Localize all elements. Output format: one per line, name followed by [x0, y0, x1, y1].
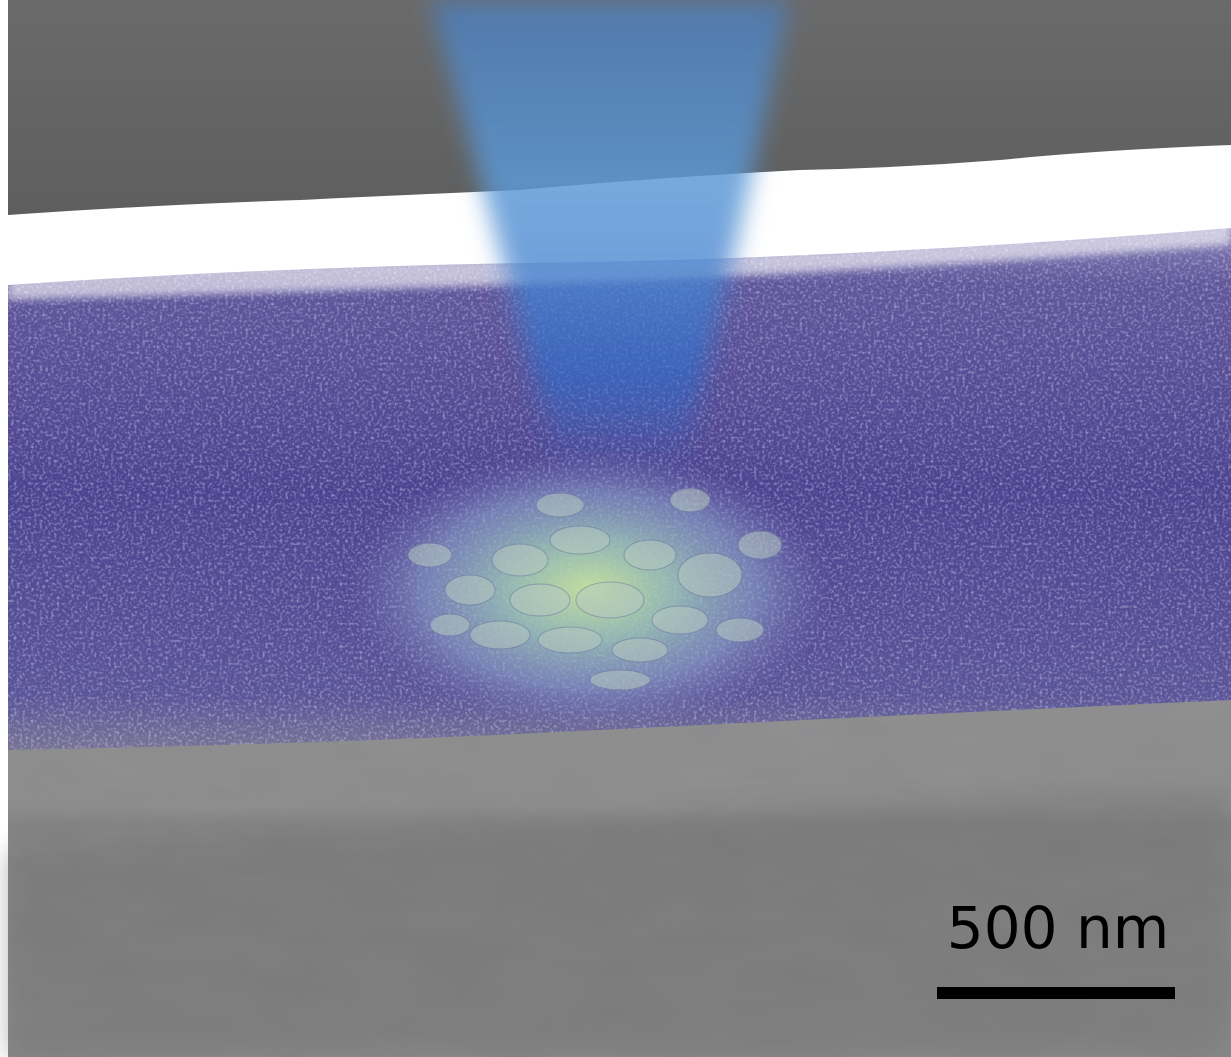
scale-bar-label: 500 nm	[947, 894, 1169, 962]
scale-bar	[937, 987, 1175, 999]
micrograph: 500 nm	[0, 0, 1231, 1057]
page: {"scale_bar": {"label": "500 nm"}}	[0, 0, 1231, 1057]
